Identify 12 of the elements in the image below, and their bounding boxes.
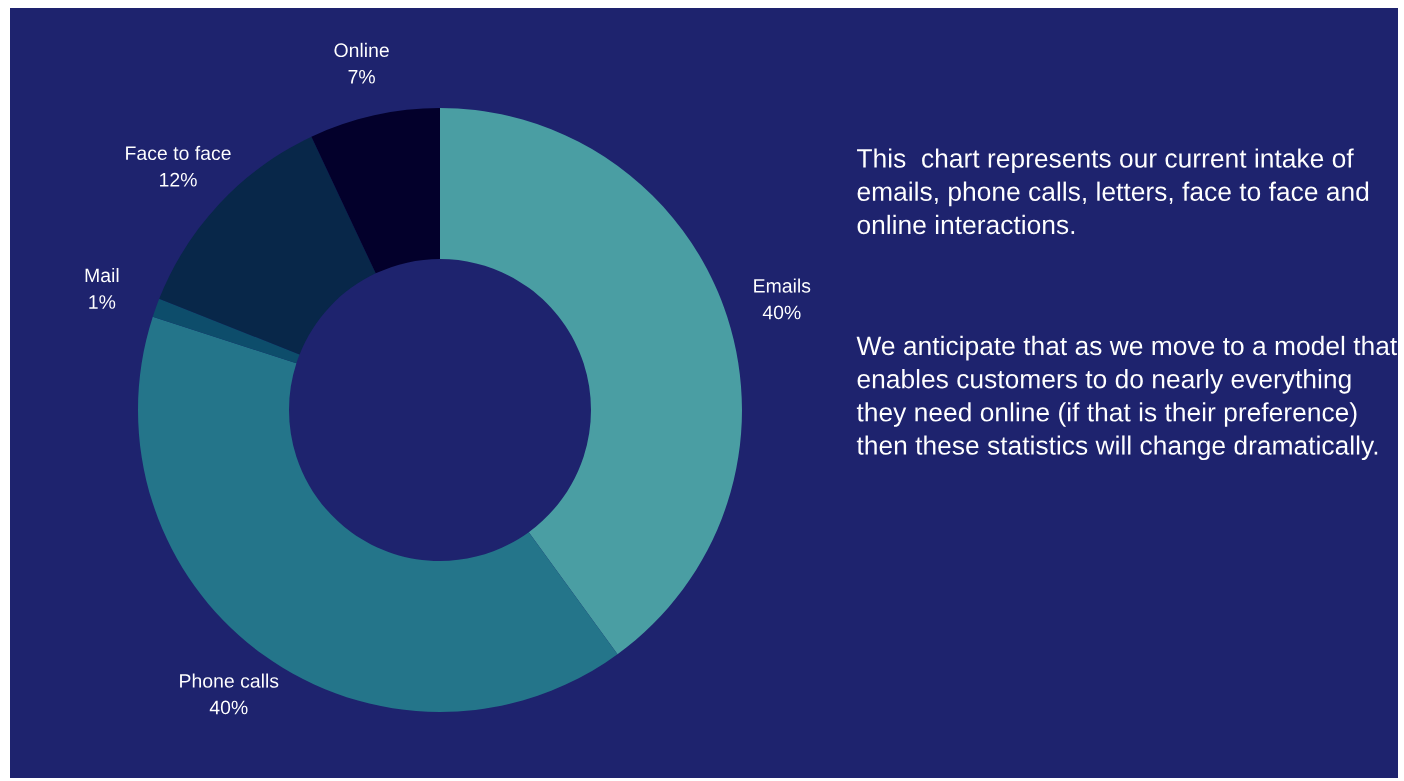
data-label: 7% [348,70,375,84]
slice-label: Phone calls [180,673,279,688]
text: We anticipate that as we move to a model that enables customers to do nearly everything they need online (if that is their preference) then these statistics will change dramatically. [856,335,1398,461]
data-label: 40% [209,700,248,715]
data-label: 1% [89,295,116,309]
slice-label: Online [334,42,389,58]
data-label: 12% [160,172,197,187]
slice-label: Face to face [126,145,231,161]
slice-label: Mail [85,267,119,283]
slice-label: Emails [754,278,811,293]
text: This chart represents our current intake of emails, phone calls, letters, face to face and online interactions. [857,148,1369,235]
data-label: 40% [762,305,801,320]
